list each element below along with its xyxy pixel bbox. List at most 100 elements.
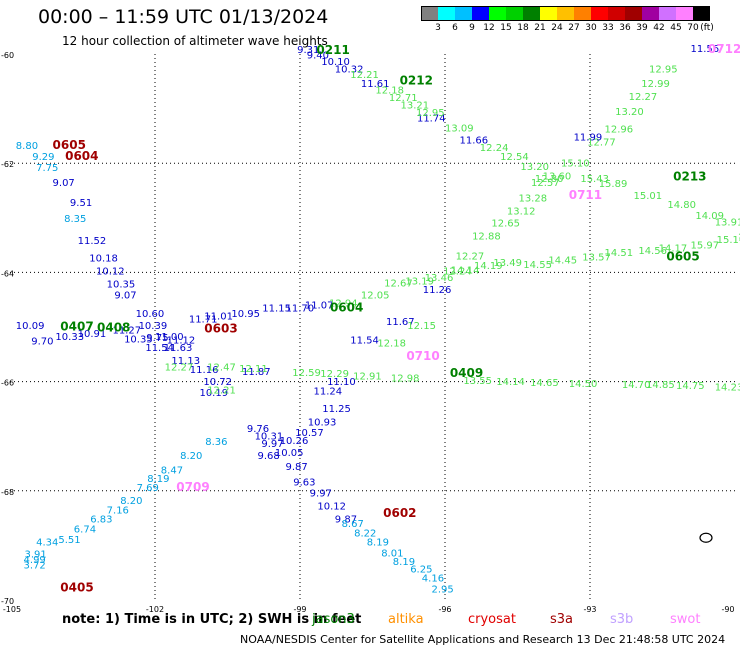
wave-height-value: 12.65 [491,219,520,230]
lon-tick-label: -99 [293,605,306,614]
wave-height-value: 10.12 [96,267,125,278]
wave-height-value: 9.31 [297,45,319,56]
colorbar-unit: (ft) [700,23,714,33]
wave-height-value: 3.72 [24,560,46,571]
colorbar-label: 42 [653,23,665,33]
colorbar-swatch [455,6,472,21]
wave-height-value: 10.10 [321,57,350,68]
lon-tick-label: -90 [721,605,734,614]
wave-height-value: 10.12 [317,501,346,512]
wave-height-value: 12.77 [587,138,616,149]
map-title: 00:00 – 11:59 UTC 01/13/2024 [38,6,329,28]
wave-height-value: 8.67 [342,519,364,530]
wave-height-value: 12.21 [350,70,379,81]
colorbar-swatch [693,6,710,21]
pass-label: 0211 [316,43,349,57]
wave-height-value: 10.09 [16,321,45,332]
wave-height-value: 8.19 [147,474,169,485]
wave-height-value: 12.59 [292,368,321,379]
wave-height-value: 12.27 [456,251,485,262]
lon-tick-label: -105 [3,605,21,614]
wave-height-value: 11.99 [574,132,603,143]
wave-height-value: 4.34 [36,537,58,548]
colorbar-label: 27 [568,23,580,33]
colorbar-label: 12 [483,23,495,33]
wave-height-value: 8.19 [393,557,415,568]
wave-height-value: 7.75 [36,163,58,174]
colorbar-swatch [489,6,506,21]
wave-height-value: 13.91 [715,217,740,228]
lat-tick-label: -64 [1,269,14,278]
lon-tick-label: -93 [583,605,596,614]
wave-height-value: 3.91 [25,549,47,560]
colorbar-swatch [574,6,591,21]
wave-height-value: 13.20 [520,162,549,173]
credit-line: NOAA/NESDIS Center for Satellite Applica… [240,633,726,646]
wave-height-value: 2.95 [431,584,453,595]
lon-tick-label: -102 [146,605,164,614]
wave-height-value: 12.71 [389,93,418,104]
wave-height-value: 8.47 [161,465,183,476]
wave-height-value: 11.56 [691,44,720,55]
wave-height-value: 12.11 [239,364,268,375]
wave-height-value: 9.76 [247,424,269,435]
wave-height-value: 4.16 [422,573,444,584]
colorbar-label: 21 [534,23,546,33]
wave-height-value: 11.63 [164,343,193,354]
colorbar-label: 18 [517,23,529,33]
wave-height-value: 14.23 [715,382,740,393]
colorbar-swatch [506,6,523,21]
wave-height-value: 12.27 [629,92,658,103]
wave-height-value: 8.36 [205,437,227,448]
wave-height-value: 14.85 [646,380,675,391]
wave-height-value: 14.19 [474,261,503,272]
satellite-name-jason3: jason3 [312,612,355,627]
pass-label: 0603 [204,321,237,335]
wave-height-value: 15.97 [691,240,720,251]
wave-height-value: 15.10 [561,158,590,169]
wave-height-value: 10.35 [107,280,136,291]
pass-label: 0605 [666,249,699,263]
pass-label: 0711 [569,188,602,202]
wave-height-value: 12.18 [377,339,406,350]
wave-height-value: 9.70 [31,336,53,347]
wave-height-value: 11.01 [204,311,233,322]
wave-height-value: 10.32 [335,65,364,76]
wave-height-value: 14.56 [638,246,667,257]
colorbar-swatch [540,6,557,21]
wave-height-value: 12.15 [407,321,436,332]
wave-height-value: 14.50 [569,379,598,390]
pass-label: 0212 [400,74,433,88]
lat-tick-label: -68 [1,488,14,497]
wave-height-value: 14.75 [676,381,705,392]
pass-label: 0405 [60,580,93,594]
wave-height-value: 7.69 [137,483,159,494]
colorbar-swatch [557,6,574,21]
wave-height-value: 11.27 [112,326,141,337]
wave-height-value: 12.96 [605,125,634,136]
colorbar-label: 9 [469,23,475,33]
wave-height-value: 4.99 [24,555,46,566]
wave-height-value: 13.20 [615,107,644,118]
satellite-name-altika: altika [388,612,424,627]
satellite-name-swot: swot [670,612,701,627]
colorbar-label: 3 [435,23,441,33]
wave-height-value: 12.29 [320,369,349,380]
wave-height-value: 12.18 [375,85,404,96]
wave-height-value: 13.46 [425,273,454,284]
wave-height-value: 11.70 [286,304,315,315]
wave-height-value: 9.07 [114,291,136,302]
wave-height-value: 14.17 [659,244,688,255]
wave-height-value: 14.80 [667,200,696,211]
wave-height-value: 12.47 [207,363,236,374]
footer-note: note: 1) Time is in UTC; 2) SWH is in fe… [62,612,362,627]
wave-height-value: 9.07 [53,178,75,189]
island-outline [699,532,713,543]
wave-height-value: 12.99 [641,79,670,90]
wave-height-value: 14.51 [605,248,634,259]
wave-height-value: 15.01 [634,191,663,202]
wave-height-value: 11.12 [167,335,196,346]
satellite-name-cryosat: cryosat [468,612,516,627]
wave-height-value: 11.25 [322,404,351,415]
